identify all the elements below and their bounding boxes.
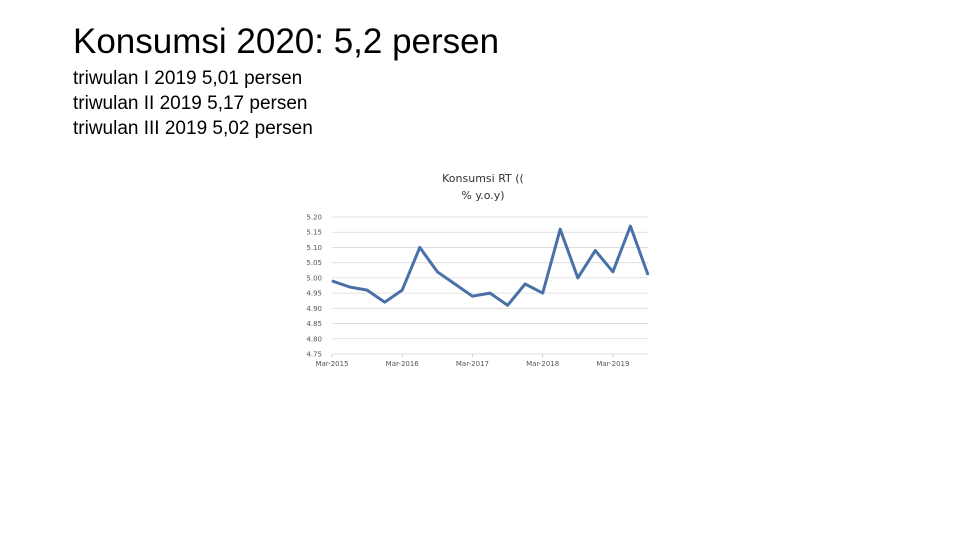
data-point <box>419 246 421 248</box>
data-point <box>489 292 491 294</box>
data-point <box>542 292 544 294</box>
data-point <box>647 274 649 276</box>
data-point <box>436 271 438 273</box>
data-point <box>559 228 561 230</box>
data-point <box>384 301 386 303</box>
y-tick-label: 4.95 <box>306 290 322 298</box>
y-tick-label: 4.80 <box>306 335 322 343</box>
data-point <box>349 286 351 288</box>
y-tick-label: 4.75 <box>306 351 322 359</box>
y-tick-label: 5.05 <box>306 259 322 267</box>
x-tick-label: Mar-2016 <box>386 360 420 368</box>
slide-bullet-list: triwulan I 2019 5,01 persen triwulan II … <box>73 66 313 141</box>
x-tick-label: Mar-2018 <box>526 360 559 368</box>
data-point <box>331 280 333 282</box>
line-chart: Konsumsi RT (( % y.o.y) 5.20 5.15 5.10 5.05… <box>306 172 650 368</box>
y-tick-label: 5.20 <box>306 214 322 222</box>
y-tick-label: 5.15 <box>306 229 322 237</box>
y-tick-label: 5.00 <box>306 274 322 282</box>
data-point <box>507 304 509 306</box>
data-point <box>471 295 473 297</box>
y-tick-label: 5.10 <box>306 244 322 252</box>
data-point <box>454 283 456 285</box>
slide-line-q3: triwulan III 2019 5,02 persen <box>73 118 313 139</box>
data-point <box>366 289 368 291</box>
y-tick-label: 4.90 <box>306 305 322 313</box>
x-tick-label: Mar-2015 <box>315 360 348 368</box>
x-axis-ticks: Mar-2015 Mar-2016 Mar-2017 Mar-2018 Mar-2019 <box>315 354 629 368</box>
chart-title-line-2: % y.o.y) <box>461 189 504 202</box>
x-tick-label: Mar-2017 <box>456 360 489 368</box>
slide-line-q1: triwulan I 2019 5,01 persen <box>73 68 303 89</box>
data-point <box>594 249 596 251</box>
data-point <box>401 289 403 291</box>
x-tick-label: Mar-2019 <box>596 360 629 368</box>
data-point <box>629 225 631 227</box>
series-points <box>331 225 649 306</box>
y-axis-ticks: 5.20 5.15 5.10 5.05 5.00 4.95 4.90 4.85 4.80 4.75 <box>306 214 322 359</box>
y-tick-label: 4.85 <box>306 320 322 328</box>
chart-title-line-1: Konsumsi RT (( <box>442 172 524 185</box>
data-point <box>524 283 526 285</box>
data-point <box>577 277 579 279</box>
chart-gridlines <box>332 216 648 355</box>
data-point <box>612 271 614 273</box>
slide-title: Konsumsi 2020: 5,2 persen <box>73 22 500 61</box>
slide-line-q2: triwulan II 2019 5,17 persen <box>73 93 308 114</box>
